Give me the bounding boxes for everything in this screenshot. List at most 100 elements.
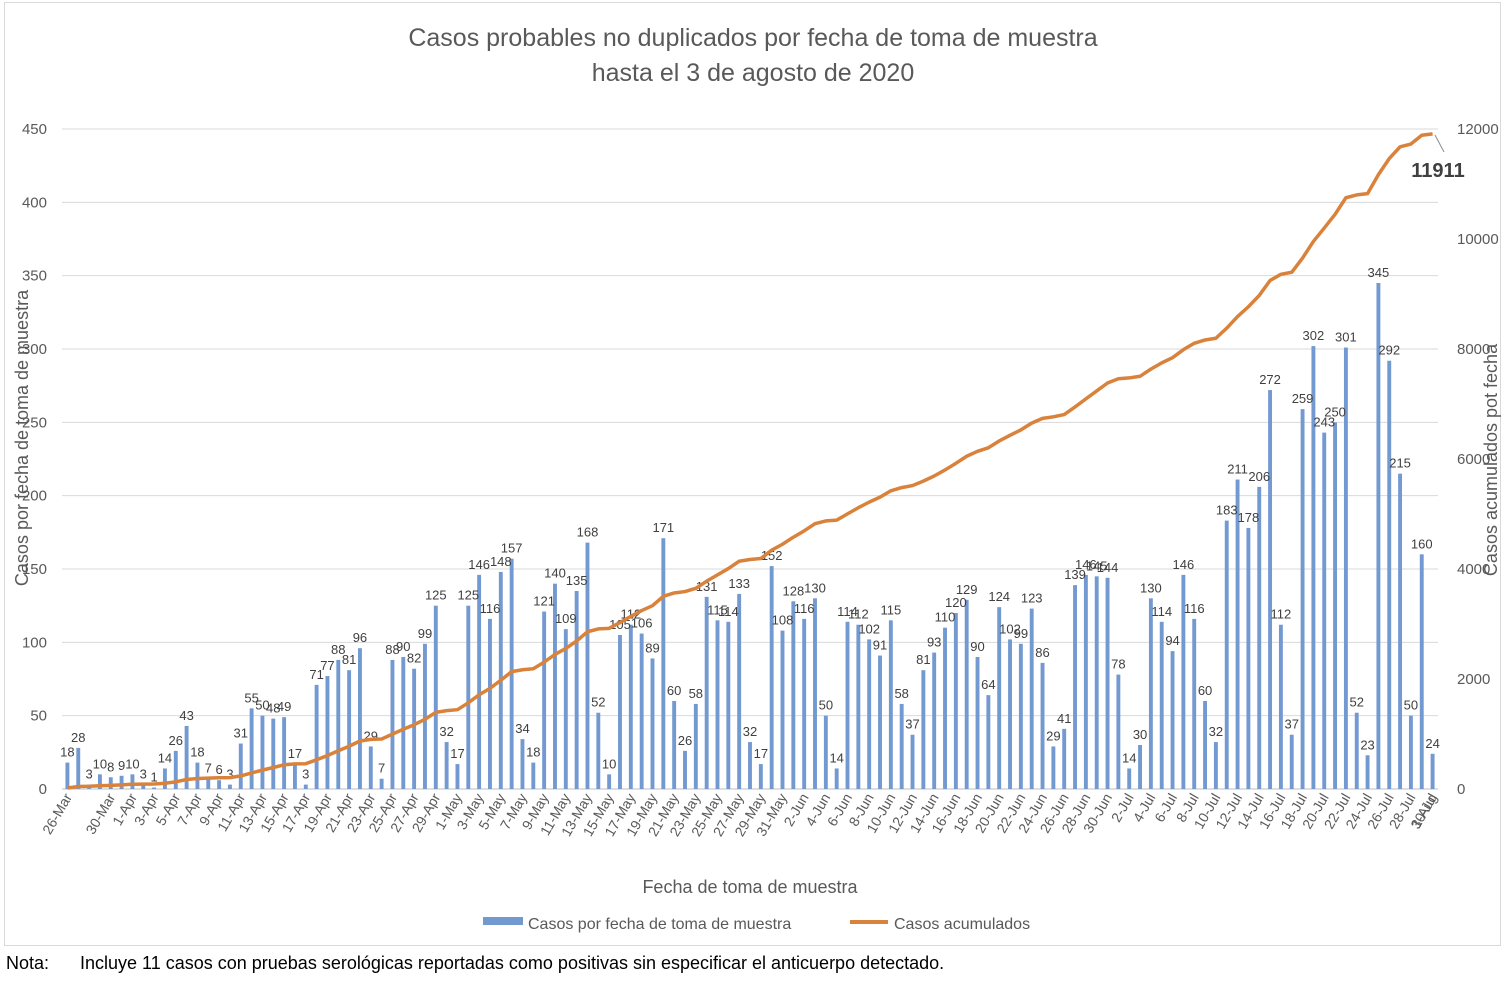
bar xyxy=(195,762,200,789)
bar xyxy=(466,605,471,789)
y-axis-label: Casos por fecha de toma de muestra xyxy=(12,289,32,586)
legend-bar-label: Casos por fecha de toma de muestra xyxy=(528,916,791,933)
bar xyxy=(477,574,482,789)
bar xyxy=(1018,643,1023,789)
bar-data-label: 146 xyxy=(468,557,490,572)
bar-data-label: 32 xyxy=(743,724,757,739)
bar-data-label: 94 xyxy=(1165,633,1179,648)
bar xyxy=(672,701,677,789)
bar xyxy=(1040,662,1045,789)
bar-data-label: 6 xyxy=(215,762,222,777)
bar xyxy=(1268,390,1273,789)
bar-data-label: 81 xyxy=(342,652,356,667)
y2-tick-label: 2000 xyxy=(1457,671,1490,688)
bar-data-label: 99 xyxy=(1014,626,1028,641)
bar xyxy=(748,742,752,789)
y-tick-label: 50 xyxy=(30,708,47,725)
bar-data-label: 108 xyxy=(772,613,794,628)
bar-data-label: 130 xyxy=(804,580,826,595)
bar xyxy=(943,627,947,789)
bar-data-label: 34 xyxy=(515,721,529,736)
bar xyxy=(1159,621,1164,789)
bar xyxy=(715,620,720,789)
bar xyxy=(401,657,406,789)
cumulative-series xyxy=(67,132,1433,790)
bar-data-label: 146 xyxy=(1173,557,1195,572)
bar xyxy=(693,703,698,789)
bar xyxy=(1278,624,1283,789)
bar xyxy=(1289,734,1294,789)
bar-data-label: 50 xyxy=(1404,698,1418,713)
footnote-text: Incluye 11 casos con pruebas serológicas… xyxy=(80,953,945,973)
bar-data-label: 90 xyxy=(396,639,410,654)
bar xyxy=(964,599,969,789)
bar-data-label: 60 xyxy=(1198,683,1212,698)
bar-data-label: 93 xyxy=(927,635,941,650)
bar-data-label: 160 xyxy=(1411,536,1433,551)
bar-data-label: 96 xyxy=(353,630,367,645)
y-tick-label: 400 xyxy=(22,194,47,211)
bar-data-label: 23 xyxy=(1360,737,1374,752)
bar xyxy=(553,583,557,789)
bar-data-label: 109 xyxy=(555,611,577,626)
bar xyxy=(217,780,222,789)
bar-data-label: 10 xyxy=(125,756,139,771)
bar-data-label: 146 xyxy=(1075,557,1097,572)
bar-data-label: 8 xyxy=(107,759,114,774)
bar-data-label: 14 xyxy=(158,750,172,765)
bar xyxy=(1398,473,1403,789)
bar-data-label: 64 xyxy=(981,677,995,692)
bar xyxy=(1192,618,1197,789)
bar-data-label: 88 xyxy=(385,642,399,657)
bar xyxy=(423,643,427,789)
bar-data-label: 28 xyxy=(71,730,85,745)
bar-data-label: 71 xyxy=(309,667,323,682)
bar-data-label: 131 xyxy=(696,579,718,594)
bar-data-label: 55 xyxy=(244,690,258,705)
bar xyxy=(1062,728,1067,789)
y2-tick-label: 10000 xyxy=(1457,231,1499,248)
bar xyxy=(1073,585,1077,789)
bar xyxy=(1322,432,1327,789)
bar xyxy=(130,774,135,789)
legend-bar-swatch xyxy=(483,917,523,925)
bar xyxy=(1376,283,1381,789)
bar-data-label: 124 xyxy=(988,589,1010,604)
bar xyxy=(769,566,774,789)
bar-data-label: 58 xyxy=(689,686,703,701)
bar-data-label: 183 xyxy=(1216,503,1238,518)
bar xyxy=(813,598,817,789)
final-cumulative-callout: 11911 xyxy=(1411,160,1464,182)
y2-tick-label: 12000 xyxy=(1457,121,1499,138)
bar xyxy=(845,621,850,789)
bar xyxy=(1094,576,1099,789)
bar xyxy=(758,764,763,789)
bar xyxy=(368,746,373,789)
bar xyxy=(1387,360,1392,789)
bar-data-label: 43 xyxy=(179,708,193,723)
bar xyxy=(628,624,633,789)
bar xyxy=(520,739,525,789)
bar-data-label: 81 xyxy=(916,652,930,667)
bar xyxy=(932,652,937,789)
y2-axis-ticks: 0 2000 4000 6000 8000 10000 12000 xyxy=(1457,121,1499,798)
bar-data-label: 37 xyxy=(905,717,919,732)
bar-data-label: 301 xyxy=(1335,330,1357,345)
y-tick-label: 450 xyxy=(22,121,47,138)
bar xyxy=(76,747,81,789)
bar-data-label: 102 xyxy=(999,621,1021,636)
bar-data-label: 41 xyxy=(1057,711,1071,726)
bar xyxy=(108,777,113,789)
bar-data-label: 129 xyxy=(956,582,978,597)
y2-tick-label: 6000 xyxy=(1457,451,1490,468)
bar xyxy=(97,774,102,789)
bar-data-label: 26 xyxy=(678,733,692,748)
bar-data-label: 29 xyxy=(1046,728,1060,743)
bar-data-label: 82 xyxy=(407,651,421,666)
bar xyxy=(206,778,211,789)
bar-data-label: 17 xyxy=(450,746,464,761)
bar xyxy=(585,542,590,789)
bar-data-label: 114 xyxy=(1151,604,1172,619)
bar-data-label: 1 xyxy=(150,770,157,785)
bar-data-label: 139 xyxy=(1064,567,1086,582)
